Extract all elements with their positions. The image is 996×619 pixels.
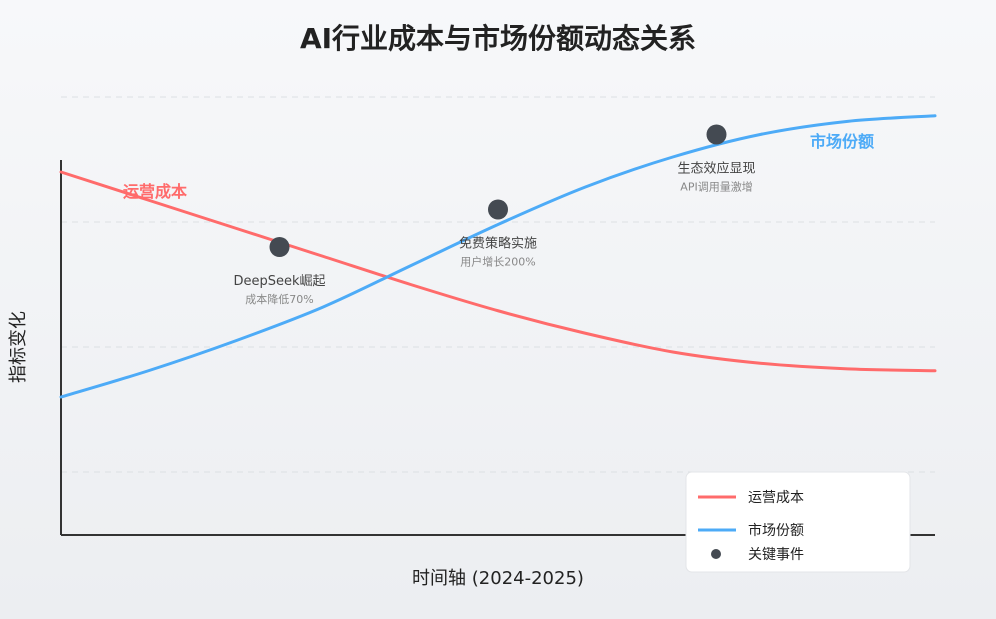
event-detail: 用户增长200% bbox=[460, 255, 535, 269]
series-line-0 bbox=[59, 170, 937, 373]
event-label: 免费策略实施 bbox=[459, 236, 537, 252]
y-axis-label: 指标变化 bbox=[8, 311, 29, 383]
event-label: 生态效应显现 bbox=[677, 161, 755, 177]
event-marker bbox=[269, 237, 290, 257]
event-label: DeepSeek崛起 bbox=[233, 274, 325, 289]
x-axis-label: 时间轴 (2024-2025) bbox=[412, 568, 584, 589]
grid bbox=[61, 96, 935, 473]
series-line-1 bbox=[59, 114, 937, 399]
legend-swatch bbox=[711, 549, 721, 559]
series-label-share: 市场份额 bbox=[810, 132, 874, 151]
chart-title: AI行业成本与市场份额动态关系 bbox=[300, 22, 696, 55]
event-marker bbox=[706, 124, 727, 145]
legend-box bbox=[685, 471, 911, 573]
legend-label: 运营成本 bbox=[748, 490, 804, 506]
legend-label: 市场份额 bbox=[748, 522, 804, 539]
event-detail: API调用量激增 bbox=[680, 180, 752, 194]
event-marker bbox=[488, 199, 508, 220]
legend-label: 关键事件 bbox=[748, 547, 804, 563]
series-label-cost: 运营成本 bbox=[123, 182, 187, 201]
event-detail: 成本降低70% bbox=[245, 292, 313, 306]
